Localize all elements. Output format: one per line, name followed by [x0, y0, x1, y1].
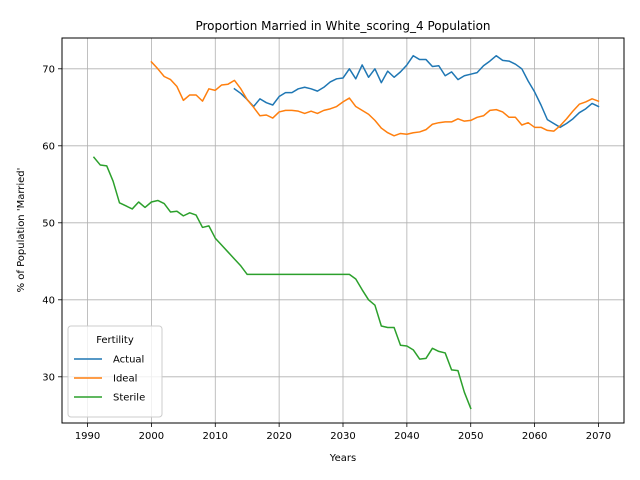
chart-title: Proportion Married in White_scoring_4 Po…	[195, 19, 490, 33]
x-tick-label: 2040	[394, 431, 419, 442]
y-tick-label: 60	[42, 141, 55, 152]
legend-title: Fertility	[96, 335, 134, 346]
y-tick-label: 30	[42, 372, 55, 383]
x-axis-label: Years	[329, 453, 356, 464]
x-tick-label: 2010	[203, 431, 228, 442]
x-tick-label: 2020	[266, 431, 291, 442]
y-tick-label: 70	[42, 64, 55, 75]
y-axis-label: % of Population 'Married'	[16, 168, 27, 293]
x-tick-label: 2050	[458, 431, 483, 442]
legend-label-sterile: Sterile	[113, 393, 145, 404]
x-tick-label: 2030	[330, 431, 355, 442]
x-tick-label: 1990	[75, 431, 100, 442]
x-tick-label: 2070	[586, 431, 611, 442]
legend-label-actual: Actual	[113, 355, 144, 366]
y-tick-label: 50	[42, 218, 55, 229]
y-tick-label: 40	[42, 295, 55, 306]
x-tick-label: 2000	[139, 431, 164, 442]
x-tick-label: 2060	[522, 431, 547, 442]
legend-label-ideal: Ideal	[113, 374, 137, 385]
legend: Fertility Actual Ideal Sterile	[68, 326, 162, 417]
